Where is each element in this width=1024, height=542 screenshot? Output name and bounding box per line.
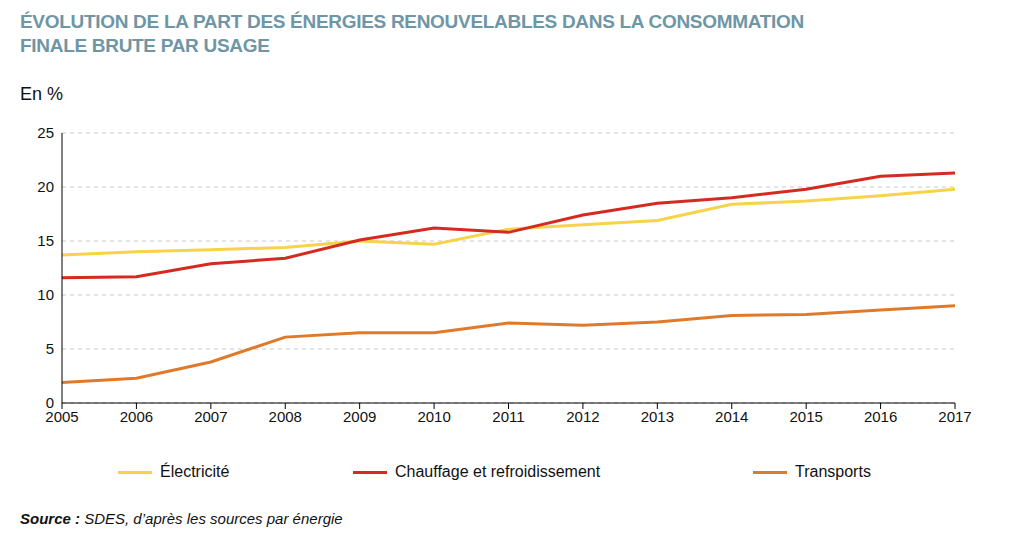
svg-text:2017: 2017 bbox=[938, 408, 971, 425]
svg-text:2013: 2013 bbox=[641, 408, 674, 425]
svg-text:25: 25 bbox=[37, 124, 54, 141]
svg-text:10: 10 bbox=[37, 286, 54, 303]
svg-text:2009: 2009 bbox=[343, 408, 376, 425]
svg-text:20: 20 bbox=[37, 178, 54, 195]
svg-text:15: 15 bbox=[37, 232, 54, 249]
svg-text:2010: 2010 bbox=[417, 408, 450, 425]
html-text:En %: En % bbox=[20, 84, 63, 104]
svg-text:2016: 2016 bbox=[864, 408, 897, 425]
svg-text:0: 0 bbox=[46, 394, 54, 411]
html-text:ÉVOLUTION DE LA PART DES ÉNERG: ÉVOLUTION DE LA PART DES ÉNERGIES RENOUV… bbox=[20, 11, 804, 56]
svg-text:2011: 2011 bbox=[492, 408, 524, 425]
svg-text:2006: 2006 bbox=[120, 408, 153, 425]
svg-text:5: 5 bbox=[46, 340, 54, 357]
svg-text:2005: 2005 bbox=[45, 407, 79, 425]
svg-text:2007: 2007 bbox=[194, 408, 227, 425]
svg-text:2008: 2008 bbox=[269, 408, 302, 425]
html-text:Transports: Transports bbox=[795, 463, 871, 480]
svg-text:2012: 2012 bbox=[566, 408, 599, 425]
html-text:Chauffage et refroidissement: Chauffage et refroidissement bbox=[395, 463, 601, 480]
html-text:Électricité: Électricité bbox=[160, 463, 230, 480]
svg-text:2015: 2015 bbox=[789, 408, 822, 425]
html-text:Source : SDES, d’après les sou: Source : SDES, d’après les sources par é… bbox=[20, 510, 343, 527]
svg-text:2014: 2014 bbox=[715, 408, 748, 425]
